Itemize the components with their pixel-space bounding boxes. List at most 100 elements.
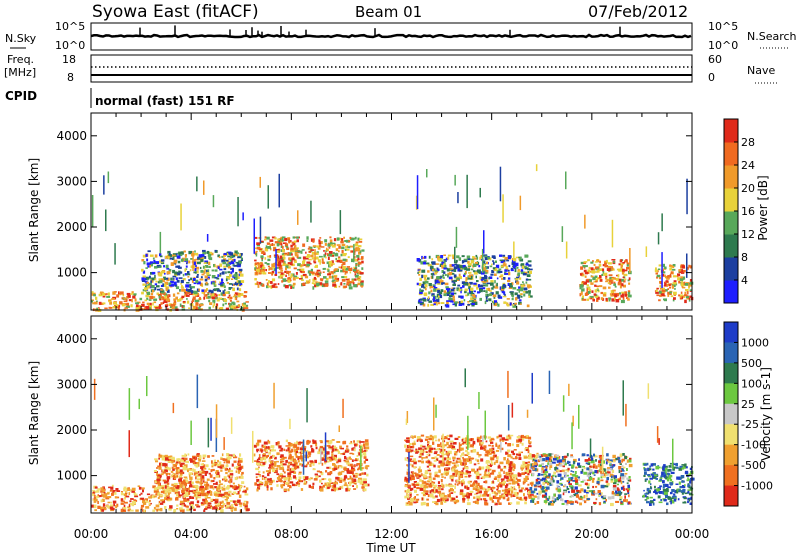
cpid-label: CPID xyxy=(5,89,37,103)
power-cell xyxy=(605,274,608,278)
power-cell xyxy=(678,294,681,297)
power-cell xyxy=(167,250,171,254)
power-cell xyxy=(343,275,348,279)
power-cell xyxy=(430,289,433,293)
velocity-cell xyxy=(321,478,325,481)
velocity-cell xyxy=(507,464,510,467)
velocity-cell xyxy=(208,472,211,475)
velocity-cell xyxy=(148,502,151,505)
velocity-cell xyxy=(257,487,261,490)
power-cell xyxy=(463,299,466,302)
power-cell xyxy=(609,276,612,280)
power-cell xyxy=(461,281,466,285)
power-cell xyxy=(590,261,594,264)
power-cell xyxy=(177,272,181,276)
power-cell xyxy=(583,269,587,273)
velocity-cell xyxy=(477,482,480,486)
power-cell xyxy=(257,265,260,270)
nave-label: Nave xyxy=(747,64,775,77)
power-cell xyxy=(611,259,616,261)
velocity-cell xyxy=(224,495,227,498)
power-cell xyxy=(688,297,691,300)
velocity-cell xyxy=(425,451,428,453)
velocity-cell xyxy=(176,475,178,478)
power-cell xyxy=(347,246,351,249)
velocity-cell xyxy=(235,470,238,473)
velocity-cell xyxy=(433,452,438,455)
power-cell xyxy=(198,254,202,258)
power-cell xyxy=(146,262,151,266)
power-cell xyxy=(186,282,190,284)
velocity-cell xyxy=(527,489,530,493)
power-cell xyxy=(446,293,450,296)
velocity-cell xyxy=(346,462,350,465)
velocity-cell xyxy=(484,488,487,491)
power-cell xyxy=(316,273,320,275)
power-cell xyxy=(355,264,358,266)
velocity-cell xyxy=(511,481,516,485)
power-cell xyxy=(520,269,524,272)
power-cell xyxy=(121,303,126,307)
velocity-cell xyxy=(195,473,199,476)
power-cell xyxy=(482,261,486,264)
power-cell xyxy=(212,195,215,208)
power-cell xyxy=(176,292,180,295)
power-cell xyxy=(433,288,437,292)
power-cell xyxy=(600,291,603,295)
power-cell xyxy=(261,267,266,269)
velocity-cell xyxy=(427,469,431,472)
velocity-cell xyxy=(454,501,457,505)
velocity-cell xyxy=(205,485,208,489)
power-cell xyxy=(683,294,688,297)
velocity-cell xyxy=(328,440,333,444)
velocity-cell xyxy=(322,458,325,461)
power-cell xyxy=(194,267,197,271)
velocity-cell xyxy=(94,509,97,512)
power-cbar-tick-label: 16 xyxy=(741,205,755,218)
power-cell xyxy=(421,269,426,273)
power-cell xyxy=(288,252,293,255)
velocity-cell xyxy=(100,487,104,491)
velocity-cell xyxy=(92,489,96,492)
power-cell xyxy=(235,296,238,301)
power-cell xyxy=(180,271,183,274)
power-cell xyxy=(354,248,359,251)
velocity-cell xyxy=(259,461,264,464)
power-cell xyxy=(689,295,692,298)
velocity-cell xyxy=(330,457,335,461)
velocity-cell xyxy=(331,488,335,492)
velocity-cell xyxy=(168,457,172,459)
velocity-cell xyxy=(524,464,529,466)
power-cell xyxy=(612,268,615,271)
power-cell xyxy=(211,296,216,300)
power-cell xyxy=(356,269,360,271)
power-cell xyxy=(681,272,685,274)
velocity-cell xyxy=(297,457,299,461)
velocity-cell xyxy=(196,490,200,494)
velocity-cell xyxy=(203,467,207,470)
power-cell xyxy=(221,255,224,258)
power-cell xyxy=(473,257,478,260)
velocity-cell xyxy=(186,498,190,502)
power-cell xyxy=(264,248,269,252)
velocity-cell xyxy=(512,480,515,483)
power-cell xyxy=(528,264,532,267)
velocity-cell xyxy=(421,460,424,464)
velocity-cell xyxy=(293,462,298,465)
velocity-cell xyxy=(490,460,493,464)
velocity-cell xyxy=(489,474,491,476)
power-cell xyxy=(134,298,137,302)
power-cell xyxy=(689,289,693,291)
velocity-cell xyxy=(447,457,451,461)
velocity-cell xyxy=(451,468,455,472)
velocity-cell xyxy=(440,501,444,505)
velocity-cell xyxy=(178,461,181,464)
velocity-cell xyxy=(464,471,467,474)
power-cell xyxy=(487,293,489,297)
velocity-cell xyxy=(328,472,331,475)
power-cell xyxy=(266,285,269,289)
velocity-cell xyxy=(420,449,423,453)
power-cell xyxy=(180,203,182,231)
velocity-cell xyxy=(441,484,445,488)
